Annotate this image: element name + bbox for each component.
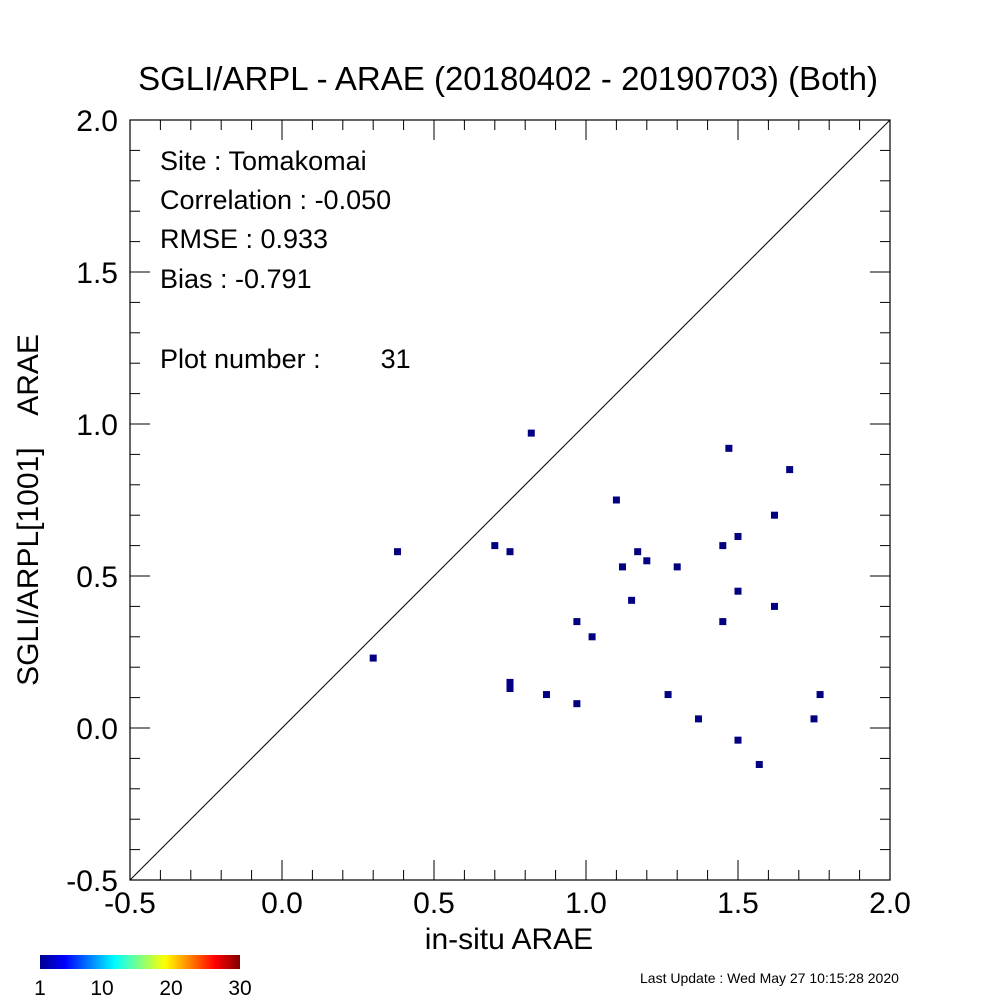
data-point (719, 618, 727, 626)
data-point (527, 429, 535, 437)
data-point (588, 633, 596, 641)
x-tick-label: 1.0 (565, 887, 607, 920)
data-point (664, 691, 672, 699)
y-tick-label: 1.5 (76, 257, 118, 290)
data-point (810, 715, 818, 723)
data-point (369, 654, 377, 662)
data-point (734, 587, 742, 595)
data-points (369, 429, 824, 768)
x-tick-label: 0.0 (261, 887, 303, 920)
last-update-text: Last Update : Wed May 27 10:15:28 2020 (640, 970, 899, 986)
stats-panel: Site : Tomakomai Correlation : -0.050 RM… (160, 146, 411, 374)
x-tick-label: -0.5 (104, 887, 156, 920)
colorbar-tick-label: 30 (228, 977, 251, 1000)
y-tick-label: 2.0 (76, 105, 118, 138)
data-point (673, 563, 681, 571)
data-point (394, 548, 402, 556)
data-point (816, 691, 824, 699)
data-point (734, 532, 742, 540)
x-tick-label: 0.5 (413, 887, 455, 920)
x-tick-label: 1.5 (717, 887, 759, 920)
data-point (491, 542, 499, 550)
data-point (786, 466, 794, 474)
data-point (734, 736, 742, 744)
plot-area: -0.5 0.0 0.5 1.0 1.5 2.0 -0.5 0.0 0.5 1.0 1.5 2.0 (66, 105, 911, 920)
y-tick-label: -0.5 (66, 865, 118, 898)
data-point (770, 511, 778, 519)
stat-rmse: RMSE : 0.933 (160, 224, 328, 254)
colorbar-gradient (40, 955, 240, 969)
data-point (612, 496, 620, 504)
y-tick-label: 1.0 (76, 409, 118, 442)
data-point (618, 563, 626, 571)
colorbar-tick-label: 20 (159, 977, 182, 1000)
x-axis-label: in-situ ARAE (425, 923, 593, 956)
one-to-one-line (129, 119, 891, 881)
colorbar-labels: 1 10 20 30 (34, 977, 252, 1000)
colorbar: 1 10 20 30 (34, 955, 252, 1000)
axis-tick-labels: -0.5 0.0 0.5 1.0 1.5 2.0 -0.5 0.0 0.5 1.0 1.5 2.0 (66, 105, 911, 920)
data-point (719, 542, 727, 550)
data-point (506, 684, 514, 692)
y-tick-label: 0.0 (76, 713, 118, 746)
stat-bias: Bias : -0.791 (160, 264, 312, 294)
data-point (628, 596, 636, 604)
data-point (506, 548, 514, 556)
stat-correlation: Correlation : -0.050 (160, 185, 391, 215)
data-point (755, 760, 763, 768)
data-point (573, 700, 581, 708)
y-axis-label: SGLI/ARPL[1001] ARAE (12, 334, 45, 686)
stat-site: Site : Tomakomai (160, 146, 367, 176)
data-point (634, 548, 642, 556)
data-point (725, 444, 733, 452)
x-tick-label: 2.0 (869, 887, 911, 920)
y-tick-label: 0.5 (76, 561, 118, 594)
data-point (542, 691, 550, 699)
data-point (694, 715, 702, 723)
stat-plot-number: Plot number : 31 (160, 344, 411, 374)
plot-frame (129, 119, 891, 881)
colorbar-tick-label: 10 (90, 977, 113, 1000)
data-point (643, 557, 651, 565)
colorbar-tick-label: 1 (34, 977, 46, 1000)
chart-title: SGLI/ARPL - ARAE (20180402 - 20190703) (… (138, 60, 878, 97)
data-point (573, 618, 581, 626)
data-point (506, 678, 514, 686)
data-point (770, 602, 778, 610)
